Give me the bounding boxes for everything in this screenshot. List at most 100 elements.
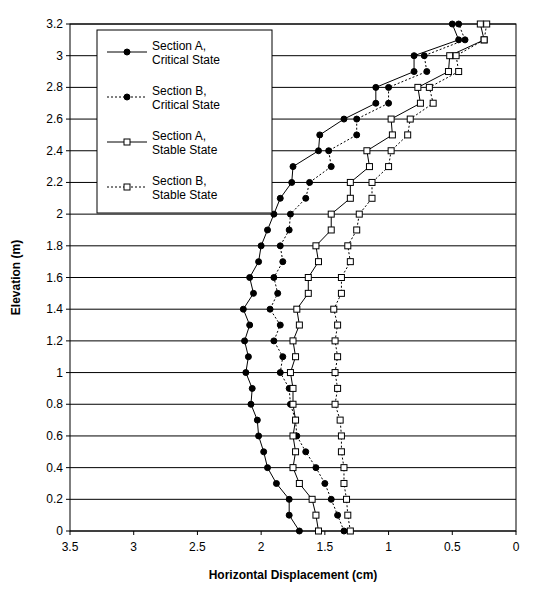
series-marker	[338, 449, 344, 455]
x-tick	[388, 531, 389, 535]
x-tick	[70, 531, 71, 535]
series-marker	[315, 528, 321, 534]
series-marker	[484, 21, 490, 27]
x-tick-label: 3	[130, 540, 137, 554]
series-marker	[453, 53, 459, 59]
series-marker	[247, 322, 253, 328]
series-marker	[331, 306, 337, 312]
series-marker	[247, 275, 253, 281]
series-line	[243, 24, 458, 531]
y-tick	[66, 499, 70, 500]
series-marker	[347, 259, 353, 265]
series-marker	[338, 290, 344, 296]
series-marker	[243, 370, 249, 376]
x-tick	[197, 531, 198, 535]
series-marker	[315, 148, 321, 154]
legend-label: Critical State	[152, 53, 220, 67]
x-axis-title: Horizontal Displacement (cm)	[209, 568, 378, 582]
series-marker	[290, 164, 296, 170]
y-tick-label: 1.4	[46, 302, 63, 316]
series-marker	[354, 116, 360, 122]
series-marker	[366, 164, 372, 170]
series-marker	[386, 164, 392, 170]
grid-line	[70, 245, 516, 246]
series-marker	[294, 306, 300, 312]
series-marker	[307, 179, 313, 185]
series-marker	[286, 512, 292, 518]
y-tick-label: 2.8	[46, 80, 63, 94]
series-marker	[354, 132, 360, 138]
series-marker	[354, 227, 360, 233]
series-marker	[338, 275, 344, 281]
series-marker	[477, 21, 483, 27]
series-marker	[445, 69, 451, 75]
series-marker	[296, 528, 302, 534]
series-marker	[341, 116, 347, 122]
x-tick-label: 0.5	[444, 540, 461, 554]
series-marker	[277, 195, 283, 201]
series-marker	[335, 512, 341, 518]
y-tick-label: 0.8	[46, 397, 63, 411]
series-line	[334, 24, 487, 531]
series-marker	[369, 179, 375, 185]
series-marker	[338, 433, 344, 439]
series-marker	[405, 132, 411, 138]
series-marker	[335, 322, 341, 328]
y-tick-label: 2.4	[46, 144, 63, 158]
series-marker	[277, 322, 283, 328]
series-marker	[290, 465, 296, 471]
series-marker	[332, 401, 338, 407]
series-marker	[447, 53, 453, 59]
series-marker	[328, 496, 334, 502]
series-marker	[322, 480, 328, 486]
legend-marker	[124, 139, 130, 145]
series-marker	[305, 290, 311, 296]
y-tick	[66, 182, 70, 183]
y-tick-label: 0.2	[46, 492, 63, 506]
series-marker	[245, 354, 251, 360]
series-line	[270, 24, 465, 531]
series-marker	[287, 370, 293, 376]
series-marker	[265, 465, 271, 471]
series-marker	[328, 164, 334, 170]
series-marker	[328, 211, 334, 217]
y-tick-label: 0.4	[46, 461, 63, 475]
series-marker	[462, 37, 468, 43]
series-marker	[261, 449, 267, 455]
series-marker	[388, 116, 394, 122]
x-tick-label: 2	[258, 540, 265, 554]
series-marker	[337, 417, 343, 423]
series-marker	[313, 512, 319, 518]
legend-marker	[124, 94, 130, 100]
chart: 00.20.40.60.811.21.41.61.822.22.42.62.83…	[0, 0, 547, 600]
y-tick-label: 1.2	[46, 334, 63, 348]
series-marker	[271, 338, 277, 344]
grid-line	[70, 309, 516, 310]
y-tick-label: 3	[56, 49, 63, 63]
y-tick	[66, 55, 70, 56]
y-tick	[66, 309, 70, 310]
series-marker	[280, 259, 286, 265]
series-marker	[296, 480, 302, 486]
legend: Section A,Critical StateSection B,Critic…	[97, 30, 272, 213]
series-marker	[341, 480, 347, 486]
y-tick	[66, 467, 70, 468]
series-marker	[250, 290, 256, 296]
series-marker	[313, 243, 319, 249]
y-tick-label: 1.6	[46, 271, 63, 285]
series-marker	[347, 528, 353, 534]
series-marker	[456, 69, 462, 75]
x-tick	[516, 531, 517, 535]
legend-marker	[124, 184, 130, 190]
series-marker	[293, 354, 299, 360]
x-tick	[261, 531, 262, 535]
series-marker	[369, 195, 375, 201]
plot-frame	[70, 24, 516, 531]
series-marker	[286, 227, 292, 233]
series-marker	[411, 69, 417, 75]
legend-label: Stable State	[152, 188, 218, 202]
series-marker	[293, 449, 299, 455]
series-marker	[328, 227, 334, 233]
y-tick-label: 1.8	[46, 239, 63, 253]
series-marker	[293, 417, 299, 423]
